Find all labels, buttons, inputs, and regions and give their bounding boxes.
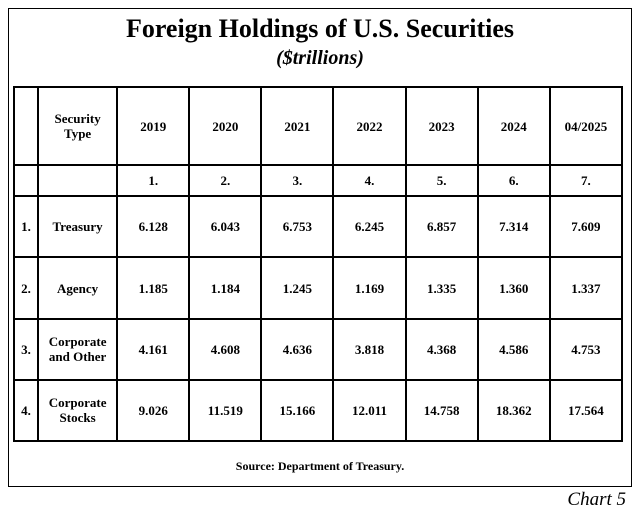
value-cell: 1.184: [189, 257, 262, 319]
column-header: 04/2025: [549, 87, 622, 166]
value-cell: 7.314: [477, 196, 550, 258]
value-cell: 6.753: [261, 196, 334, 258]
holdings-table: Security Type 2019 2020 2021 2022 2023 2024 04/…: [13, 86, 623, 442]
row-number: 4.: [14, 379, 39, 441]
value-cell: 1.335: [405, 257, 478, 319]
column-number: 3.: [261, 165, 334, 197]
value-cell: 11.519: [189, 379, 262, 441]
value-cell: 1.337: [549, 257, 622, 319]
column-header: 2023: [405, 87, 478, 166]
column-number: 6.: [477, 165, 550, 197]
column-header: 2020: [189, 87, 262, 166]
row-label: Corporate and Other: [38, 318, 118, 380]
column-number: 4.: [333, 165, 406, 197]
header-row: Security Type 2019 2020 2021 2022 2023 2024 04/…: [14, 87, 622, 166]
value-cell: 6.245: [333, 196, 406, 258]
data-row: 1. Treasury 6.128 6.043 6.753 6.245 6.857 7.314…: [14, 196, 622, 258]
value-cell: 3.818: [333, 318, 406, 380]
blank-cell: [38, 165, 118, 197]
column-number: 7.: [549, 165, 622, 197]
column-header: 2019: [117, 87, 190, 166]
value-cell: 4.636: [261, 318, 334, 380]
column-number: 2.: [189, 165, 262, 197]
column-header: 2022: [333, 87, 406, 166]
row-label: Corporate Stocks: [38, 379, 118, 441]
value-cell: 4.753: [549, 318, 622, 380]
value-cell: 4.586: [477, 318, 550, 380]
blank-cell: [14, 87, 39, 166]
value-cell: 1.245: [261, 257, 334, 319]
value-cell: 6.857: [405, 196, 478, 258]
value-cell: 14.758: [405, 379, 478, 441]
data-row: 4. Corporate Stocks 9.026 11.519 15.166 12.01…: [14, 379, 622, 441]
value-cell: 1.360: [477, 257, 550, 319]
source-note: Source: Department of Treasury.: [235, 459, 405, 473]
row-number: 3.: [14, 318, 39, 380]
frame: [8, 8, 632, 487]
column-number-row: 1. 2. 3. 4. 5. 6. 7.: [14, 165, 622, 197]
row-number: 2.: [14, 257, 39, 319]
value-cell: 17.564: [549, 379, 622, 441]
value-cell: 4.161: [117, 318, 190, 380]
value-cell: 7.609: [549, 196, 622, 258]
column-number: 1.: [117, 165, 190, 197]
row-number: 1.: [14, 196, 39, 258]
value-cell: 4.368: [405, 318, 478, 380]
value-cell: 6.043: [189, 196, 262, 258]
value-cell: 1.169: [333, 257, 406, 319]
value-cell: 9.026: [117, 379, 190, 441]
row-label: Treasury: [38, 196, 118, 258]
row-header-title: Security Type: [38, 87, 118, 166]
value-cell: 1.185: [117, 257, 190, 319]
subtitle: ($trillions): [276, 47, 364, 69]
column-header: 2024: [477, 87, 550, 166]
chart-label: Chart 5: [567, 489, 626, 510]
value-cell: 4.608: [189, 318, 262, 380]
title: Foreign Holdings of U.S. Securities: [125, 14, 515, 43]
data-row: 3. Corporate and Other 4.161 4.608 4.636 3.81…: [14, 318, 622, 380]
value-cell: 12.011: [333, 379, 406, 441]
column-header: 2021: [261, 87, 334, 166]
row-label: Agency: [38, 257, 118, 319]
data-row: 2. Agency 1.185 1.184 1.245 1.169 1.335 1.360 1.…: [14, 257, 622, 319]
value-cell: 15.166: [261, 379, 334, 441]
column-number: 5.: [405, 165, 478, 197]
blank-cell: [14, 165, 39, 197]
value-cell: 6.128: [117, 196, 190, 258]
value-cell: 18.362: [477, 379, 550, 441]
